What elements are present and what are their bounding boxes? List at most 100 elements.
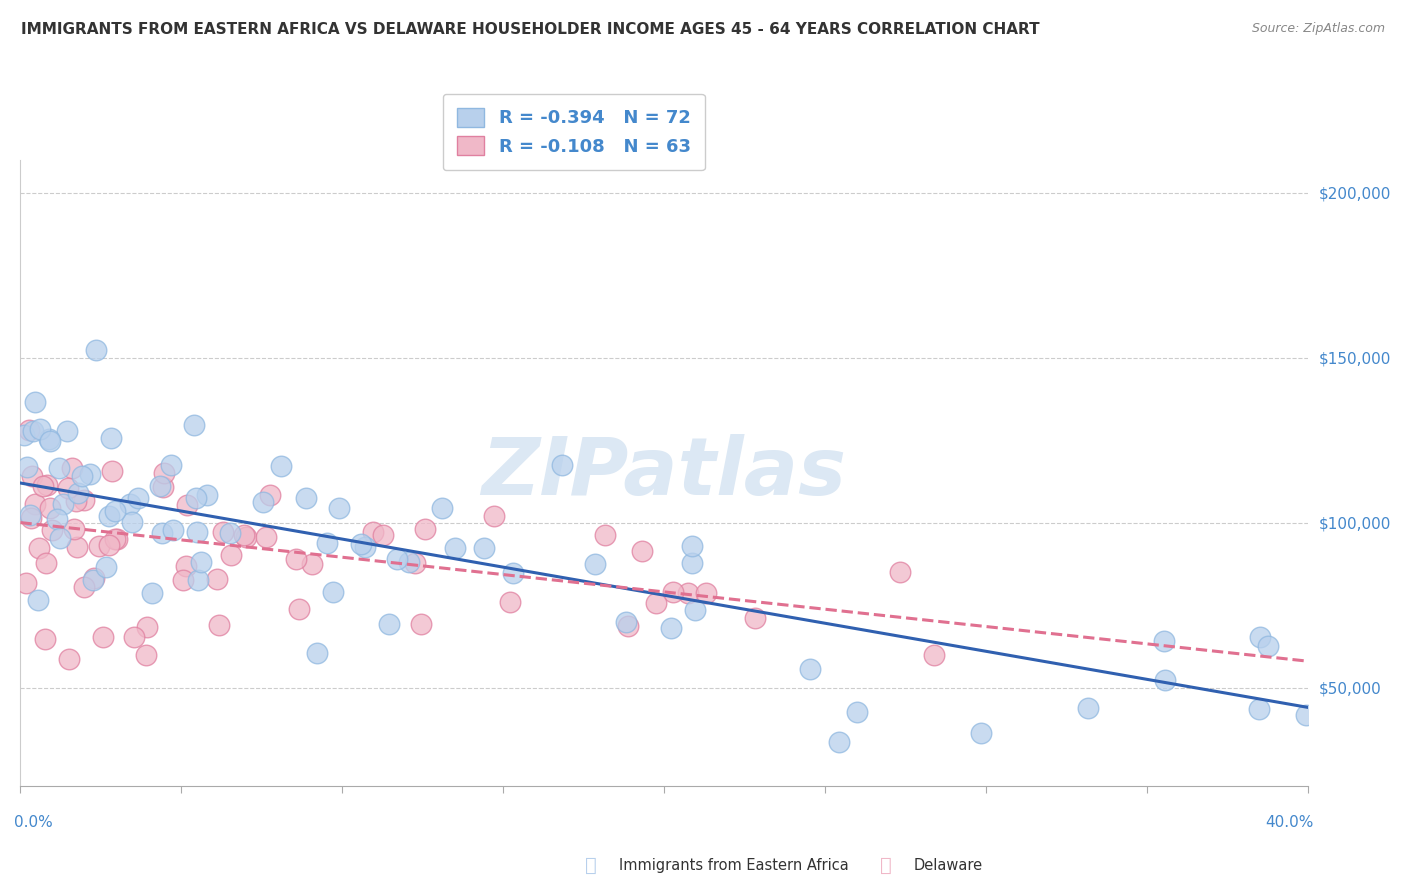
Point [160,458,183,472]
Point [31,479,53,493]
Point [285,552,308,566]
Point [1295,707,1317,722]
Point [385,551,408,566]
Point [1257,640,1279,654]
Point [60,461,83,475]
Point [49,531,72,545]
Point [22,424,45,438]
Point [681,556,703,570]
Point [66,540,89,554]
Point [41,523,63,537]
Point [328,501,350,516]
Point [295,491,318,505]
Point [20,469,42,483]
Point [67,485,90,500]
Point [162,523,184,537]
Point [922,648,945,662]
Text: 0.0%: 0.0% [14,814,53,830]
Point [104,533,127,547]
Point [135,648,157,662]
Point [24,497,46,511]
Point [846,705,869,719]
Point [27,593,49,607]
Point [86,343,108,357]
Point [583,557,606,571]
Point [499,595,522,609]
Point [18,508,41,523]
Point [683,603,706,617]
Point [235,530,257,544]
Point [1249,702,1271,716]
Point [127,491,149,505]
Point [94,560,117,574]
Point [211,524,233,539]
Point [183,418,205,433]
Point [30,422,52,436]
Point [45,512,67,526]
Point [219,548,242,562]
Point [502,566,524,581]
Point [13,428,35,442]
Text: ⬜: ⬜ [585,855,596,875]
Text: IMMIGRANTS FROM EASTERN AFRICA VS DELAWARE HOUSEHOLDER INCOME AGES 45 - 64 YEARS: IMMIGRANTS FROM EASTERN AFRICA VS DELAWA… [21,22,1039,37]
Point [82,573,104,587]
Text: ⬜: ⬜ [880,855,891,875]
Point [34,632,56,647]
Point [105,532,128,546]
Text: Immigrants from Eastern Africa: Immigrants from Eastern Africa [619,858,848,872]
Point [62,522,84,536]
Point [141,586,163,600]
Point [645,596,668,610]
Point [614,615,637,629]
Point [28,541,51,555]
Point [56,481,79,495]
Point [172,573,194,587]
Text: Source: ZipAtlas.com: Source: ZipAtlas.com [1251,22,1385,36]
Point [889,565,911,579]
Point [73,492,96,507]
Point [65,494,87,508]
Point [256,530,278,544]
Point [190,556,212,570]
Point [444,541,467,556]
Point [34,556,56,570]
Point [409,616,432,631]
Point [799,662,821,676]
Point [97,509,120,524]
Point [270,458,292,473]
Point [195,488,218,502]
Point [259,488,281,502]
Point [205,572,228,586]
Text: 40.0%: 40.0% [1265,814,1315,830]
Point [176,498,198,512]
Point [354,541,377,555]
Point [288,601,311,615]
Point [118,497,141,511]
Point [186,491,208,506]
Text: ZIPatlas: ZIPatlas [481,434,846,512]
Point [136,620,159,634]
Point [378,617,401,632]
Point [152,480,174,494]
Point [208,618,231,632]
Point [152,467,174,481]
Point [252,495,274,509]
Point [100,431,122,445]
Point [432,501,454,516]
Point [350,537,373,551]
Point [87,539,110,553]
Point [91,630,114,644]
Point [187,573,209,587]
Point [695,586,717,600]
Point [301,557,323,571]
Point [150,525,173,540]
Point [39,500,62,515]
Point [744,611,766,625]
Point [828,735,851,749]
Point [1153,633,1175,648]
Point [681,539,703,553]
Point [15,459,38,474]
Point [24,395,46,409]
Legend: R = -0.394   N = 72, R = -0.108   N = 63: R = -0.394 N = 72, R = -0.108 N = 63 [443,94,704,170]
Point [38,434,60,449]
